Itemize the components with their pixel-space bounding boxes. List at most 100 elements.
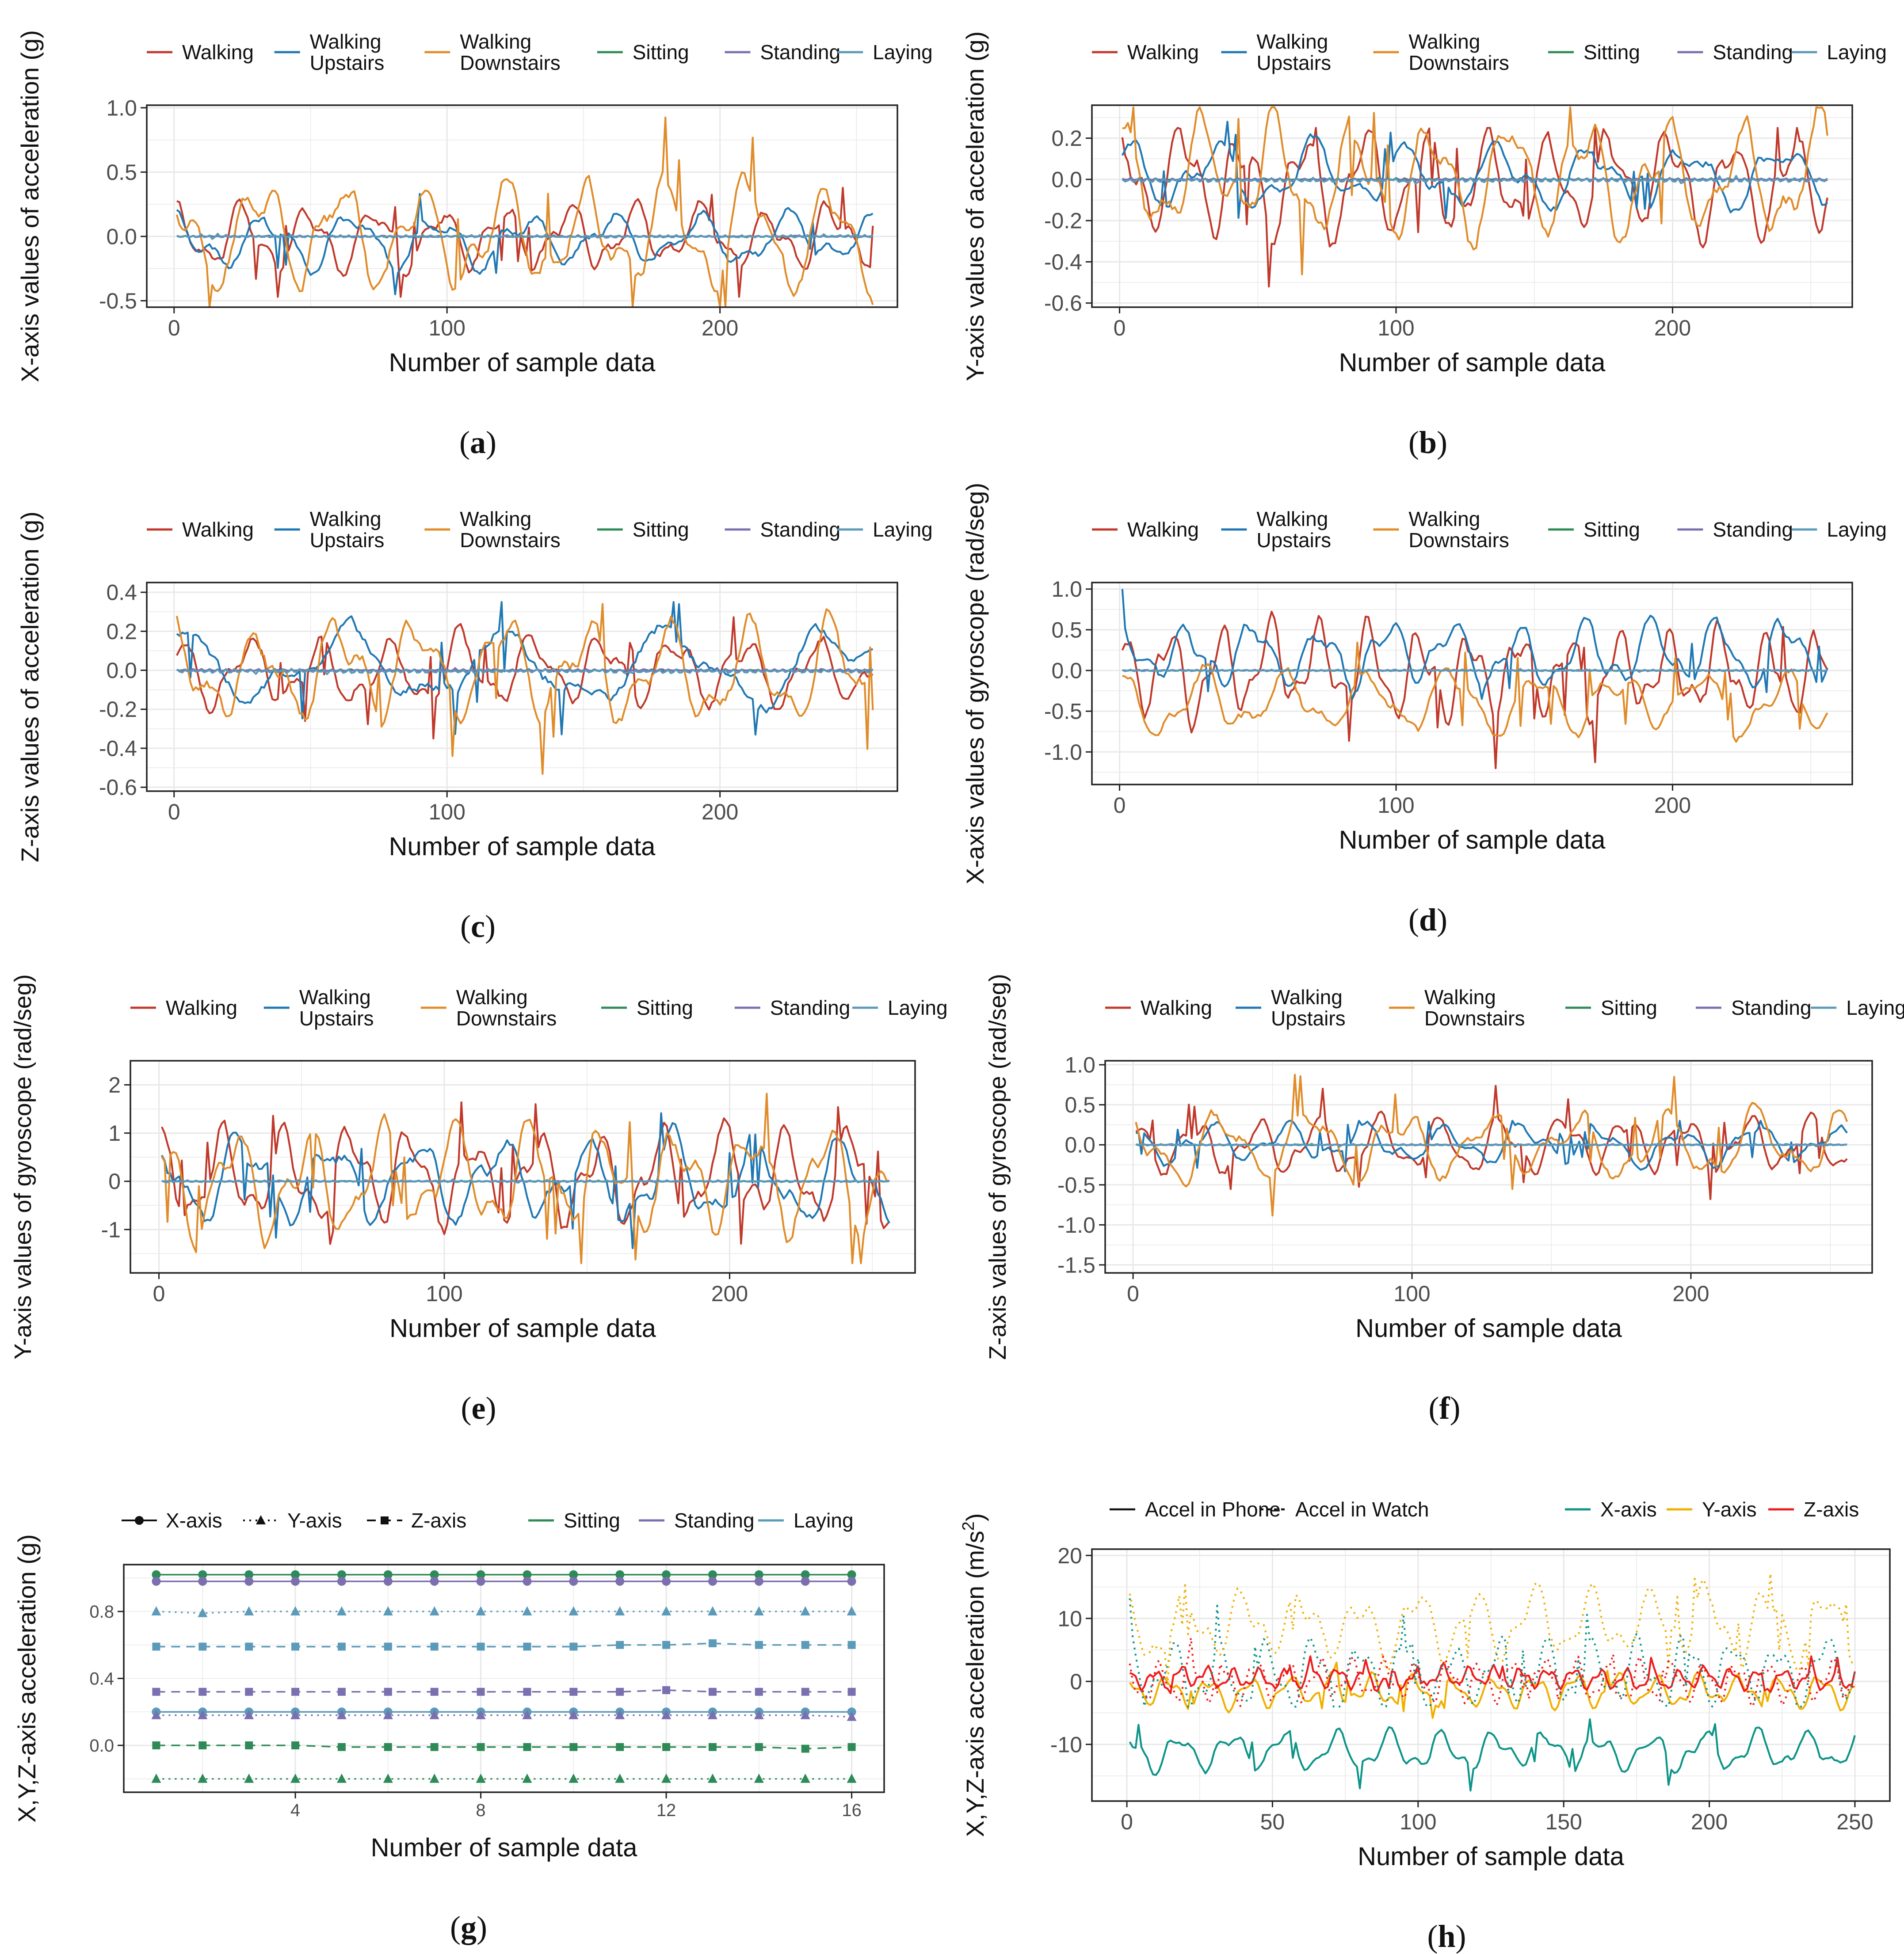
legend-label: Walking bbox=[310, 30, 382, 53]
y-tick-label: 1.0 bbox=[106, 95, 137, 120]
y-axis-title: Y-axis values of acceleration (g) bbox=[961, 31, 989, 381]
y-tick-label: -0.6 bbox=[1044, 291, 1082, 316]
data-point bbox=[755, 1743, 763, 1751]
legend-label: Standing bbox=[770, 996, 851, 1019]
legend-label: Standing bbox=[674, 1509, 755, 1532]
series-group bbox=[151, 1570, 857, 1783]
x-tick-label: 200 bbox=[702, 800, 738, 824]
legend-label: Standing bbox=[760, 518, 840, 541]
data-point bbox=[198, 1741, 207, 1749]
data-point bbox=[429, 1710, 439, 1719]
x-axis-title: Number of sample data bbox=[1339, 826, 1606, 854]
series-group bbox=[1129, 1572, 1856, 1792]
data-point bbox=[847, 1743, 856, 1751]
y-tick-label: 0.8 bbox=[89, 1602, 114, 1622]
x-tick-label: 0 bbox=[153, 1281, 165, 1306]
legend-marker bbox=[135, 1516, 144, 1525]
x-tick-label: 16 bbox=[842, 1801, 862, 1820]
x-tick-label: 100 bbox=[428, 316, 465, 340]
x-axis-title: Number of sample data bbox=[389, 348, 656, 377]
panel-h: 0 50 100 150 200 250 -10 0 10 20 Number of sample … bbox=[959, 1498, 1891, 1954]
plot-frame bbox=[1104, 1060, 1873, 1274]
data-point bbox=[476, 1710, 486, 1719]
data-point bbox=[847, 1773, 857, 1783]
data-point bbox=[615, 1773, 625, 1783]
data-point bbox=[801, 1577, 810, 1586]
data-point bbox=[569, 1773, 579, 1783]
data-point bbox=[383, 1577, 393, 1586]
data-point bbox=[384, 1642, 392, 1651]
data-point bbox=[152, 1687, 160, 1696]
y-tick-label: 0.4 bbox=[106, 580, 137, 605]
series-line-walking bbox=[1121, 127, 1828, 288]
data-point bbox=[800, 1606, 810, 1616]
panel-e: 0 100 200 -1 0 1 2 Number of sample data Y-axis … bbox=[10, 974, 948, 1426]
series-group bbox=[176, 601, 874, 775]
x-tick-label: 100 bbox=[426, 1281, 462, 1306]
series-group bbox=[1135, 1074, 1848, 1217]
series-line-walking-downstairs bbox=[1122, 106, 1828, 275]
data-point bbox=[755, 1641, 763, 1649]
x-axis-title: Number of sample data bbox=[389, 1314, 656, 1343]
data-point bbox=[198, 1773, 208, 1783]
data-point bbox=[522, 1710, 532, 1719]
series-line-sitting-z-axis bbox=[156, 1745, 852, 1750]
y-tick-label: 20 bbox=[1057, 1543, 1082, 1568]
legend-label: Standing bbox=[760, 41, 840, 64]
y-tick-label: -0.2 bbox=[99, 697, 137, 722]
y-tick-label: 0.5 bbox=[106, 160, 137, 185]
legend-label: Upstairs bbox=[310, 51, 385, 74]
legend-label: Laying bbox=[1827, 41, 1887, 64]
legend-label: Downstairs bbox=[1424, 1007, 1525, 1030]
x-tick-label: 50 bbox=[1260, 1809, 1285, 1834]
series-line-walking-upstairs bbox=[1136, 1120, 1848, 1173]
data-point bbox=[523, 1687, 531, 1696]
series-line-walking-downstairs bbox=[176, 116, 874, 307]
legend-label: Walking bbox=[456, 986, 528, 1009]
x-tick-label: 0 bbox=[1127, 1281, 1139, 1306]
data-point bbox=[615, 1570, 625, 1579]
data-point bbox=[662, 1577, 671, 1586]
plot-frame bbox=[1091, 104, 1853, 308]
data-point bbox=[430, 1743, 439, 1751]
series-line-laying bbox=[1122, 175, 1828, 185]
data-point bbox=[569, 1642, 578, 1651]
legend-label: Walking bbox=[1256, 30, 1328, 53]
y-tick-label: -0.5 bbox=[1057, 1173, 1095, 1197]
x-tick-label: 200 bbox=[1691, 1809, 1728, 1834]
panel-g: 4 8 12 16 0.0 0.4 0.8 Number of sample data X,Y,… bbox=[13, 1509, 885, 1945]
series-line-walking-downstairs bbox=[1135, 1074, 1848, 1217]
series-line-x-axis-watch bbox=[1129, 1598, 1856, 1708]
legend-label: Walking bbox=[310, 507, 382, 530]
data-point bbox=[430, 1577, 439, 1586]
data-point bbox=[290, 1773, 301, 1783]
y-tick-label: 1.0 bbox=[1065, 1053, 1095, 1078]
data-point bbox=[569, 1710, 579, 1719]
data-point bbox=[477, 1743, 485, 1751]
data-point bbox=[198, 1642, 207, 1651]
data-point bbox=[151, 1710, 161, 1719]
data-point bbox=[245, 1741, 253, 1749]
x-tick-label: 150 bbox=[1545, 1809, 1582, 1834]
data-point bbox=[383, 1570, 393, 1579]
data-point bbox=[337, 1687, 346, 1696]
y-tick-label: 0.0 bbox=[1065, 1133, 1095, 1158]
panel-label: (g) bbox=[450, 1910, 487, 1945]
y-tick-label: -1.0 bbox=[1044, 740, 1082, 765]
data-point bbox=[336, 1710, 347, 1719]
data-point bbox=[384, 1687, 392, 1696]
series-line-walking bbox=[1121, 610, 1828, 769]
legend-label: Sitting bbox=[564, 1509, 620, 1532]
legend-label: Walking bbox=[1127, 41, 1199, 64]
plot-frame bbox=[130, 1060, 916, 1274]
data-point bbox=[198, 1607, 208, 1617]
legend-label: Upstairs bbox=[1271, 1007, 1346, 1030]
x-axis-title: Number of sample data bbox=[1339, 348, 1606, 377]
data-point bbox=[290, 1710, 301, 1719]
series-line-laying bbox=[161, 1178, 890, 1184]
legend-label: Upstairs bbox=[310, 529, 385, 552]
data-point bbox=[662, 1641, 671, 1649]
data-point bbox=[662, 1686, 671, 1695]
x-tick-label: 4 bbox=[290, 1801, 300, 1820]
series-line-y-axis-phone bbox=[1129, 1661, 1855, 1719]
